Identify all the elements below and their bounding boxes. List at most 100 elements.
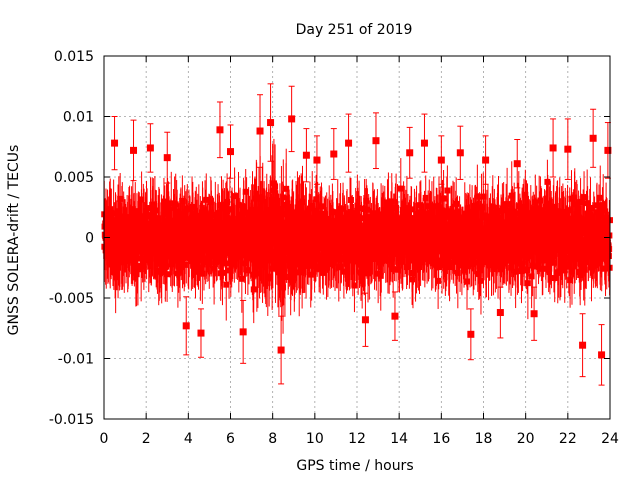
sample-marker (451, 211, 458, 218)
data-point (163, 154, 171, 162)
x-tick-label: 16 (432, 431, 450, 447)
x-tick-label: 2 (142, 431, 151, 447)
sample-marker (347, 196, 354, 203)
sample-marker (439, 261, 446, 268)
sample-marker (547, 218, 554, 225)
sample-marker (435, 264, 442, 271)
sample-marker (512, 224, 519, 231)
data-points (111, 83, 612, 386)
sample-marker (351, 282, 358, 289)
sample-marker (524, 266, 531, 273)
sample-marker (580, 230, 587, 237)
data-point (604, 146, 612, 154)
sample-marker (563, 247, 570, 254)
sample-marker (240, 203, 247, 210)
sample-marker (138, 263, 145, 270)
data-point (146, 144, 154, 152)
data-point (197, 329, 205, 337)
sample-marker (577, 272, 584, 279)
sample-marker (365, 214, 372, 221)
data-point (482, 156, 490, 164)
data-point (496, 309, 504, 317)
sample-marker (242, 260, 249, 267)
sample-marker (500, 259, 507, 266)
sample-marker (395, 266, 402, 273)
x-tick-label: 8 (268, 431, 277, 447)
sample-marker (171, 204, 178, 211)
sample-marker (283, 185, 290, 192)
sample-marker (278, 206, 285, 213)
data-point (182, 322, 190, 330)
sample-marker (174, 270, 181, 277)
sample-marker (217, 230, 224, 237)
sample-marker (249, 206, 256, 213)
sample-marker (443, 208, 450, 215)
sample-marker (333, 256, 340, 263)
data-point (420, 139, 428, 147)
sample-marker (474, 193, 481, 200)
sample-marker (593, 202, 600, 209)
sample-marker (269, 187, 276, 194)
sample-marker (561, 267, 568, 274)
data-point (313, 156, 321, 164)
sample-marker (470, 256, 477, 263)
sample-marker (274, 261, 281, 268)
x-axis-label: GPS time / hours (296, 458, 413, 474)
x-axis-ticks: 0 2 4 6 8 10 12 14 16 18 20 22 24 (100, 56, 619, 447)
sample-marker (591, 231, 598, 238)
sample-marker (476, 219, 483, 226)
sample-marker (280, 227, 287, 234)
sample-marker (323, 264, 330, 271)
sample-marker (408, 206, 415, 213)
sample-marker (185, 254, 192, 261)
sample-marker (208, 212, 215, 219)
x-tick-label: 14 (390, 431, 408, 447)
sample-marker (422, 255, 429, 262)
sample-marker (176, 256, 183, 263)
sample-marker (344, 215, 351, 222)
data-point (345, 139, 353, 147)
sample-marker (489, 203, 496, 210)
sample-marker (515, 210, 522, 217)
sample-marker (307, 271, 314, 278)
sample-marker (107, 206, 114, 213)
sample-marker (464, 263, 471, 270)
sample-marker (426, 244, 433, 251)
sample-marker (361, 268, 368, 275)
data-point (589, 134, 597, 142)
x-tick-label: 6 (226, 431, 235, 447)
sample-marker (199, 270, 206, 277)
sample-marker (587, 204, 594, 211)
sample-marker (432, 261, 439, 268)
sample-marker (606, 232, 613, 239)
sample-marker (464, 278, 471, 285)
sample-marker (197, 266, 204, 273)
sample-marker (499, 205, 506, 212)
data-point (330, 150, 338, 158)
sample-marker (556, 208, 563, 215)
sample-marker (320, 269, 327, 276)
sample-marker (238, 275, 245, 282)
x-tick-label: 12 (348, 431, 366, 447)
sample-marker (435, 277, 442, 284)
data-point (530, 310, 538, 318)
sample-marker (204, 255, 211, 262)
data-point (391, 312, 399, 320)
x-tick-label: 10 (306, 431, 324, 447)
y-tick-label: -0.01 (58, 352, 94, 368)
sample-marker (223, 260, 230, 267)
sample-marker (475, 270, 482, 277)
data-point (277, 346, 285, 354)
sample-marker (226, 206, 233, 213)
data-point (598, 351, 606, 359)
sample-marker (568, 195, 575, 202)
sample-marker (223, 281, 230, 288)
data-point (239, 328, 247, 336)
sample-marker (566, 207, 573, 214)
data-point (467, 330, 475, 338)
data-point (288, 115, 296, 123)
sample-marker (453, 200, 460, 207)
sample-marker (593, 242, 600, 249)
sample-marker (519, 219, 526, 226)
